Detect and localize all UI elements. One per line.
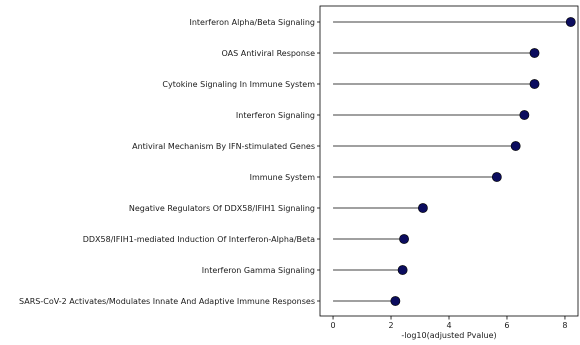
y-tick-label: DDX58/IFIH1-mediated Induction Of Interf… xyxy=(83,235,315,244)
y-tick-label: OAS Antiviral Response xyxy=(222,49,316,58)
x-axis: 0 2 4 6 8 xyxy=(330,316,568,330)
lollipop-point xyxy=(510,141,521,151)
x-tick-label: 6 xyxy=(504,321,509,330)
y-tick-label: Cytokine Signaling In Immune System xyxy=(162,80,315,89)
lollipop-point xyxy=(418,203,428,213)
lollipop-point xyxy=(529,48,540,58)
x-tick-label: 2 xyxy=(388,321,393,330)
y-tick-label: Antiviral Mechanism By IFN-stimulated Ge… xyxy=(132,142,315,151)
lollipop-point xyxy=(397,265,408,275)
x-axis-title: -log10(adjusted Pvalue) xyxy=(401,331,496,340)
y-tick-label: Interferon Alpha/Beta Signaling xyxy=(189,18,315,27)
lollipop-point xyxy=(399,234,409,244)
y-tick-label: SARS-CoV-2 Activates/Modulates Innate An… xyxy=(19,297,315,306)
y-tick-label: Negative Regulators Of DDX58/IFIH1 Signa… xyxy=(129,204,315,213)
x-tick-label: 8 xyxy=(562,321,567,330)
x-tick-label: 4 xyxy=(446,321,451,330)
y-tick-label: Interferon Signaling xyxy=(236,111,315,120)
lollipop-point xyxy=(390,296,401,306)
x-tick-label: 0 xyxy=(330,321,335,330)
lollipop-point xyxy=(565,17,576,27)
chart-marks: Interferon Alpha/Beta Signaling OAS Antiv… xyxy=(19,17,576,306)
lollipop-point xyxy=(491,172,502,182)
lollipop-point xyxy=(529,79,540,89)
lollipop-point xyxy=(519,110,530,120)
y-tick-label: Immune System xyxy=(250,173,316,182)
y-tick-label: Interferon Gamma Signaling xyxy=(202,266,315,275)
